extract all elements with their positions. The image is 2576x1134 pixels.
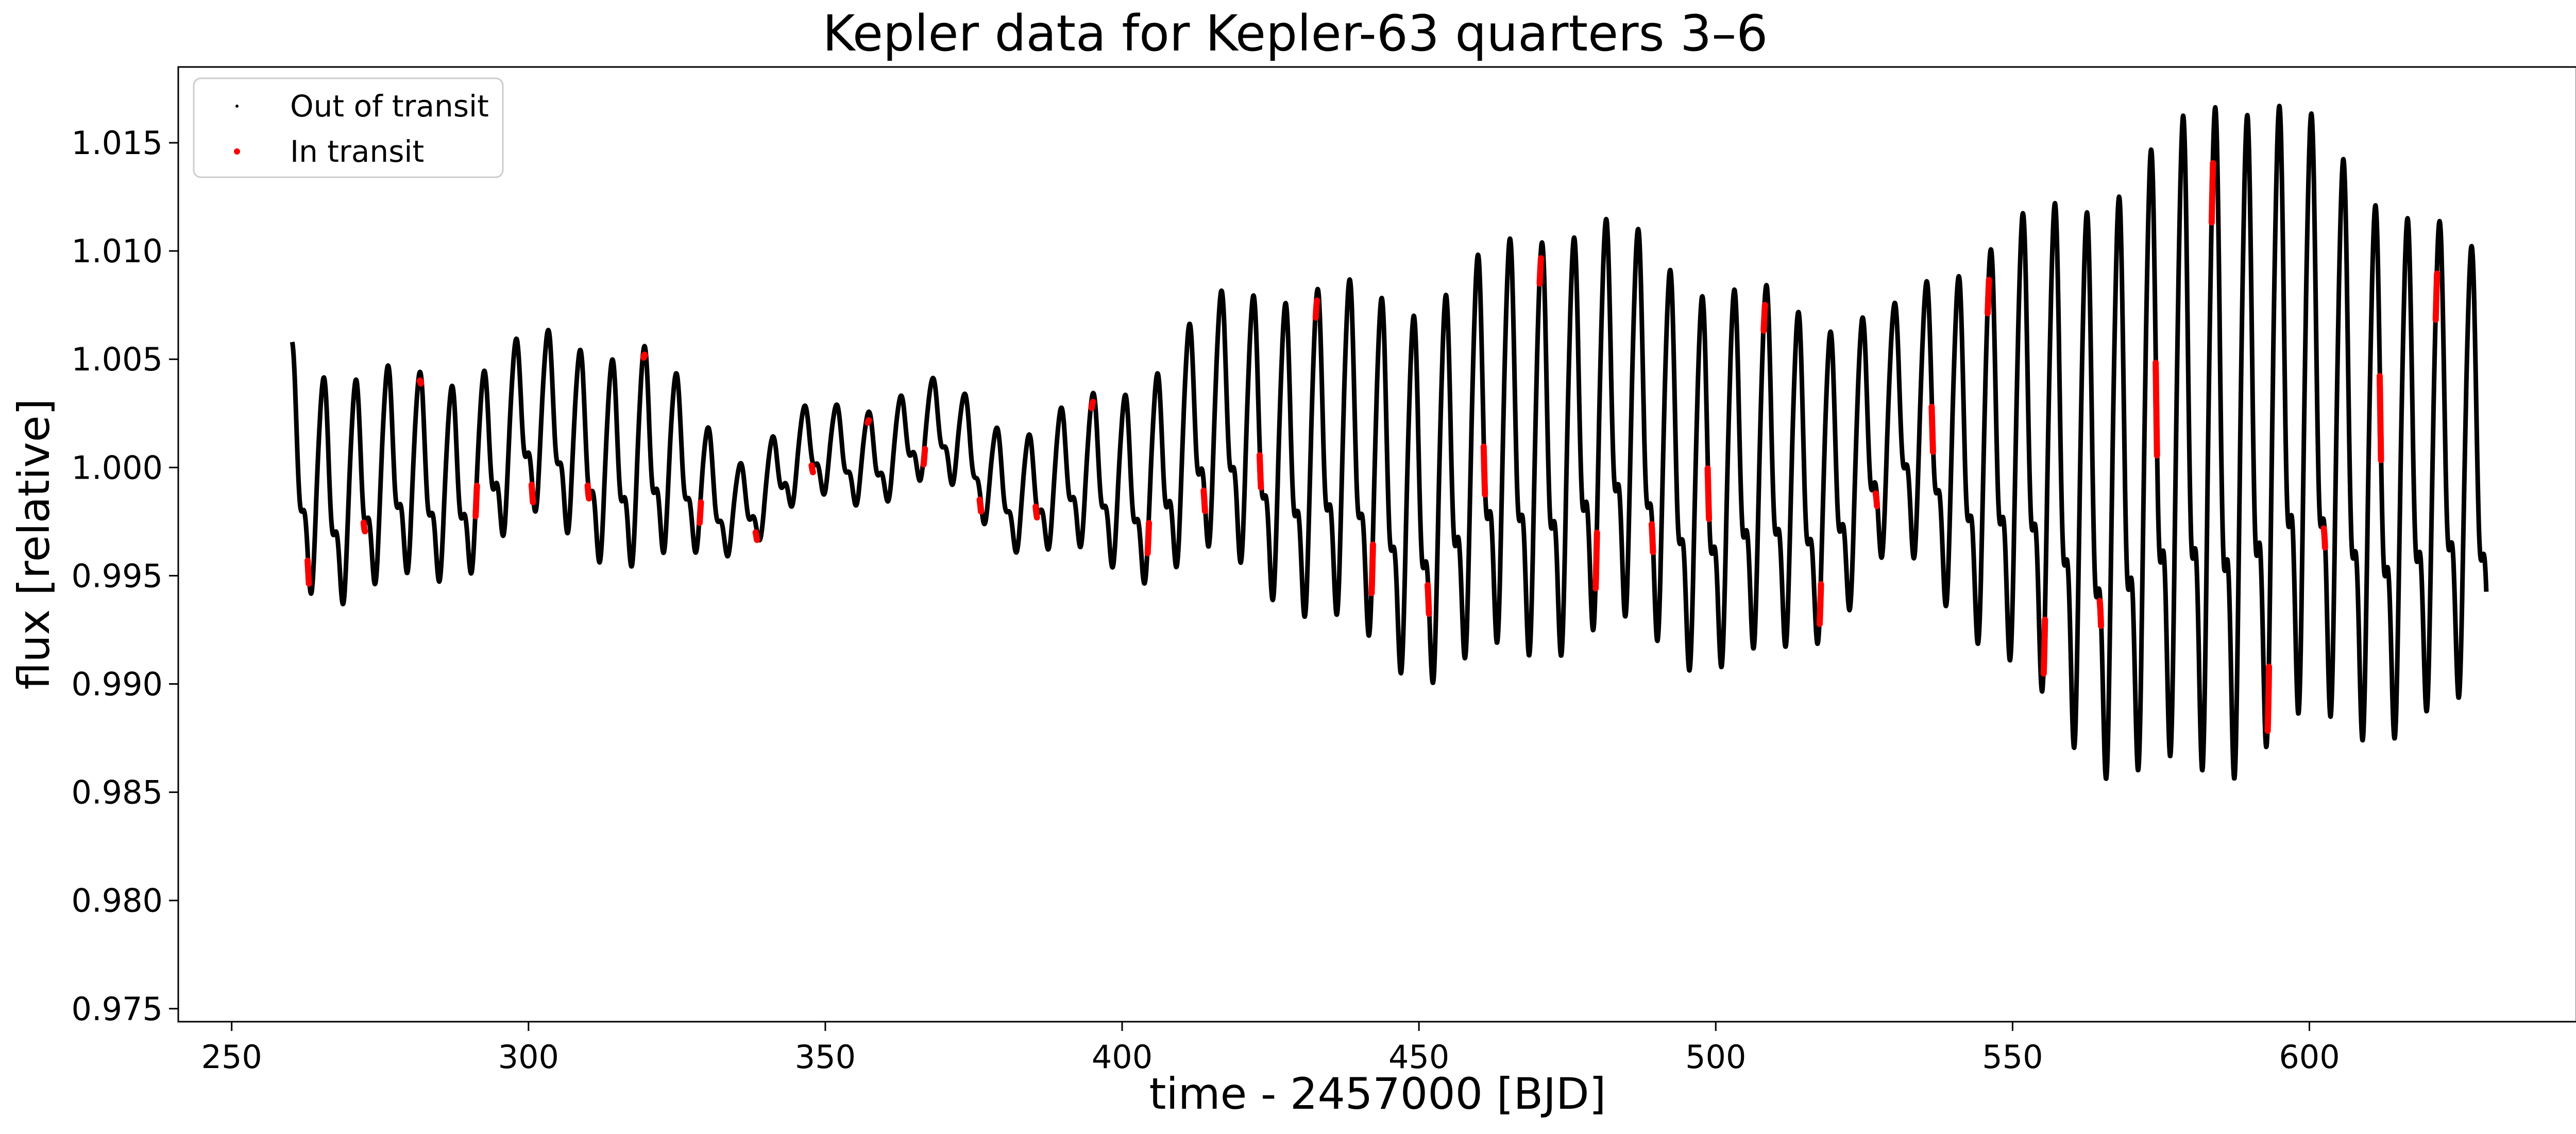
x-tick-label: 600 [2279, 1038, 2340, 1076]
legend-label-in-transit: In transit [290, 134, 424, 169]
transit-segment [1985, 277, 1992, 316]
y-tick-label: 0.975 [72, 990, 163, 1028]
transit-segment [528, 481, 536, 505]
y-tick-label: 0.980 [72, 882, 163, 920]
transit-segment [2208, 160, 2216, 226]
transit-segment [752, 529, 760, 543]
transit-segment [1760, 301, 1768, 334]
transit-segment [976, 496, 984, 515]
transit-segment [2153, 360, 2160, 459]
y-axis-ticks: 0.975 0.980 0.985 0.990 0.995 1.000 1.005 1.010… [72, 124, 178, 1028]
transit-segment [1200, 487, 1208, 514]
transit-segment [865, 417, 872, 426]
x-axis-label: time - 2457000 [BJD] [1149, 1069, 1606, 1119]
y-tick-label: 1.015 [72, 124, 163, 162]
x-tick-label: 350 [795, 1038, 856, 1076]
transit-segment [1592, 529, 1600, 591]
transit-segment [1368, 541, 1376, 597]
transit-segment [1536, 255, 1544, 287]
transit-segment [1817, 581, 1824, 627]
x-axis-ticks: 250 300 350 400 450 500 550 600 [201, 1022, 2340, 1076]
x-tick-label: 550 [1982, 1038, 2043, 1076]
transit-segment [304, 557, 312, 587]
chart-title: Kepler data for Kepler-63 quarters 3–6 [823, 5, 1768, 62]
transit-segment [584, 482, 592, 502]
transit-segment [1704, 465, 1713, 522]
y-axis-label: flux [relative] [9, 399, 59, 690]
x-tick-label: 500 [1685, 1038, 1746, 1076]
transit-segment [1648, 521, 1656, 555]
legend: Out of transit In transit [193, 77, 504, 178]
legend-box [193, 77, 504, 178]
x-tick-label: 400 [1092, 1038, 1153, 1076]
legend-marker-out-of-transit [235, 105, 239, 108]
transit-segment [920, 446, 928, 468]
transit-segment [640, 351, 648, 361]
in-transit-series [304, 160, 2441, 734]
transit-segment [1088, 399, 1096, 411]
plot-frame [177, 66, 2576, 1023]
transit-segment [697, 499, 704, 526]
transit-segment [1144, 520, 1153, 556]
transit-segment [360, 519, 368, 535]
transit-segment [2432, 270, 2441, 323]
transit-segment [1312, 297, 1320, 321]
transit-segment [472, 482, 480, 519]
legend-label-out-of-transit: Out of transit [290, 89, 489, 124]
transit-segment [1928, 403, 1936, 455]
out-of-transit-trace [290, 104, 2489, 781]
transit-segment [2377, 373, 2384, 464]
transit-segment [2040, 616, 2048, 677]
y-tick-label: 0.990 [72, 666, 163, 703]
transit-segment [1032, 503, 1040, 521]
transit-segment [1872, 490, 1880, 510]
transit-segment [416, 377, 424, 387]
transit-segment [1425, 582, 1432, 617]
transit-segment [808, 462, 816, 476]
y-tick-label: 0.985 [72, 774, 163, 811]
transit-segment [1480, 443, 1488, 498]
y-tick-label: 1.005 [72, 341, 163, 378]
transit-segment [2264, 664, 2273, 734]
y-tick-label: 1.010 [72, 232, 163, 270]
y-tick-label: 1.000 [72, 449, 163, 486]
x-tick-label: 250 [201, 1038, 262, 1076]
x-tick-label: 450 [1388, 1038, 1449, 1076]
legend-marker-in-transit [234, 148, 240, 155]
transit-segment [2096, 598, 2104, 629]
out-of-transit-series [290, 104, 2489, 781]
transit-segment [1257, 452, 1264, 491]
x-tick-label: 300 [498, 1038, 559, 1076]
y-tick-label: 0.995 [72, 557, 163, 595]
transit-segment [2320, 525, 2328, 551]
